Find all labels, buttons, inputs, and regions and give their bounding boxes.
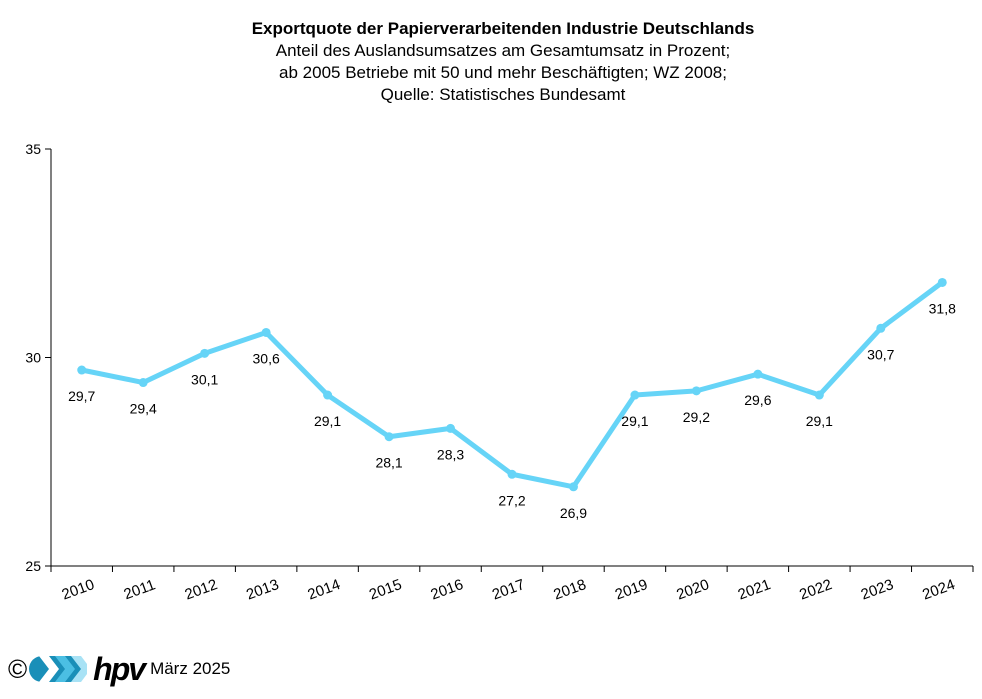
data-point [814, 390, 824, 400]
data-point [507, 469, 517, 479]
data-point [630, 390, 640, 400]
data-label: 30,1 [191, 371, 218, 387]
data-label: 29,1 [621, 413, 648, 429]
data-label: 29,2 [683, 409, 710, 425]
x-tick-label: 2012 [183, 576, 220, 603]
chart-titles: Exportquote der Papierverarbeitenden Ind… [0, 18, 982, 106]
data-point [200, 348, 210, 358]
line-chart: 25 30 35 2010 2011 2012 2013 2014 2015 2016 2017 20… [25, 141, 974, 603]
data-label: 27,2 [498, 492, 525, 508]
chart-title: Exportquote der Papierverarbeitenden Ind… [251, 19, 755, 38]
data-point [568, 482, 578, 492]
x-tick-label: 2020 [674, 576, 711, 603]
chart-labels: 29,7 29,4 30,1 30,6 29,1 28,1 28,3 27,2 26,9 29,1… [68, 300, 956, 520]
x-tick-label: 2023 [859, 576, 896, 603]
x-tick-label: 2014 [305, 576, 342, 603]
chart-subtitle-line-3: Quelle: Statistisches Bundesamt [380, 85, 626, 104]
x-tick-label: 2016 [428, 576, 465, 603]
y-tick-label: 30 [25, 350, 41, 366]
hpv-logo-text: hpv [93, 651, 146, 687]
data-point [323, 390, 333, 400]
hpv-logo-stripes-icon [29, 656, 88, 682]
x-tick-label: 2019 [613, 576, 650, 603]
x-tick-label: 2021 [736, 576, 773, 603]
data-label: 28,3 [437, 446, 464, 462]
data-label: 26,9 [560, 505, 587, 521]
x-tick-label: 2018 [551, 576, 588, 603]
data-label: 29,1 [806, 413, 833, 429]
x-tick-label: 2017 [490, 576, 527, 603]
chart-marks [77, 277, 947, 492]
x-tick-label: 2022 [797, 576, 834, 603]
data-point [138, 378, 148, 388]
x-tick-label: 2011 [122, 576, 158, 603]
data-point [261, 327, 271, 337]
data-label: 30,6 [253, 350, 280, 366]
data-label: 28,1 [375, 455, 402, 471]
y-tick-label: 35 [25, 141, 41, 157]
data-label: 29,1 [314, 413, 341, 429]
data-point [446, 423, 456, 433]
x-tick-label: 2013 [244, 576, 281, 603]
data-point [691, 386, 701, 396]
footer-date: März 2025 [150, 659, 231, 678]
data-point [937, 277, 947, 287]
data-label: 31,8 [929, 300, 956, 316]
data-label: 30,7 [867, 346, 894, 362]
chart-subtitle-line-1: Anteil des Auslandsumsatzes am Gesamtums… [275, 41, 731, 60]
data-label: 29,7 [68, 388, 95, 404]
data-point [384, 432, 394, 442]
footer: © hpv März 2025 [8, 652, 230, 686]
data-point [876, 323, 886, 333]
copyright-symbol: © [8, 654, 28, 684]
data-label: 29,6 [744, 392, 771, 408]
y-tick-label: 25 [25, 558, 41, 574]
data-point [753, 369, 763, 379]
x-tick-label: 2010 [60, 576, 97, 603]
x-tick-label: 2015 [367, 576, 404, 603]
chart-subtitle-line-2: ab 2005 Betriebe mit 50 und mehr Beschäf… [279, 63, 727, 82]
x-tick-label: 2024 [920, 576, 957, 603]
data-point [77, 365, 87, 375]
data-label: 29,4 [130, 401, 157, 417]
